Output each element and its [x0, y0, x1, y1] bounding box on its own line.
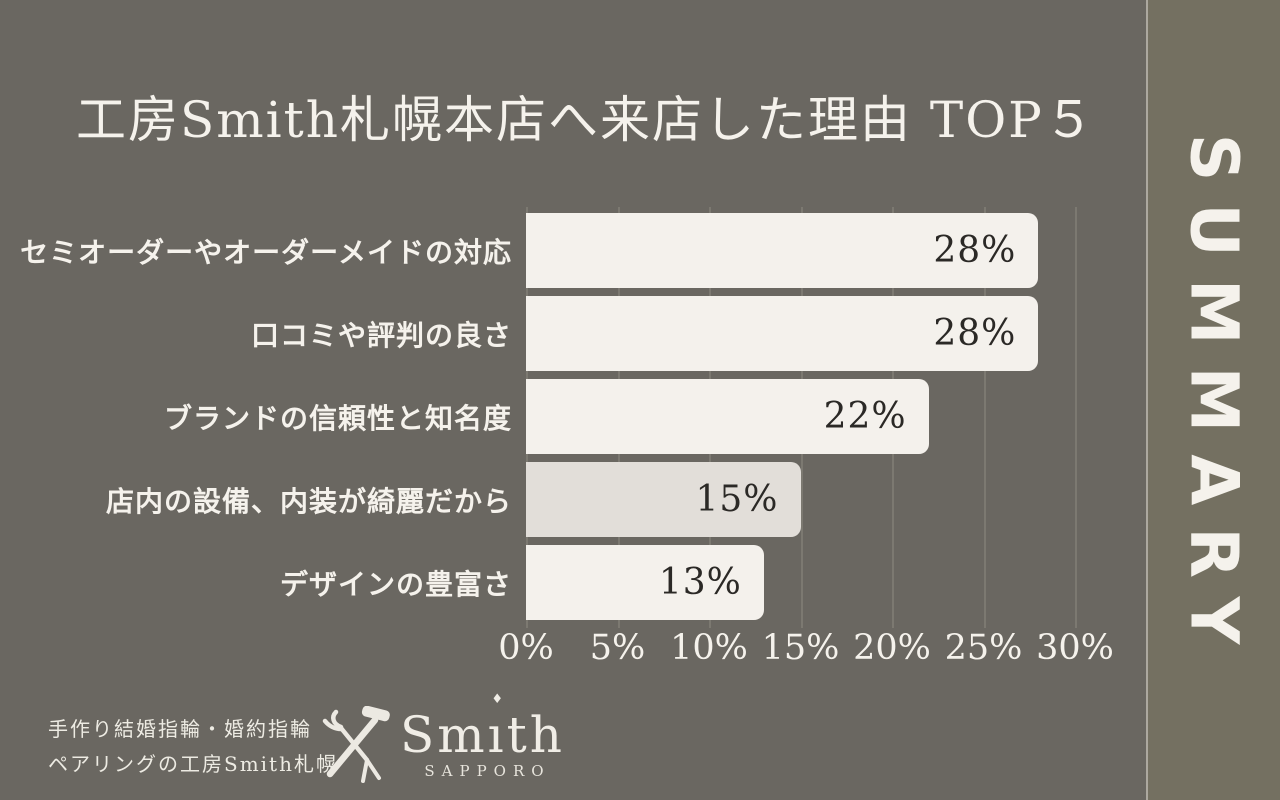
category-label: デザインの豊富さ [279, 567, 512, 601]
logo-text: Smı ♦ th SAPPORO [400, 693, 565, 780]
bar-value-label: 15% [695, 479, 779, 520]
bar-row-1: 28% [526, 213, 1039, 288]
plot-area: 28% 28% 22% 15% 13% [526, 207, 1077, 628]
category-label: ブランドの信頼性と知名度 [163, 401, 512, 435]
x-tick-label: 10% [670, 628, 748, 668]
x-tick-label: 25% [944, 628, 1023, 668]
summary-label: SUMMARY [1175, 133, 1253, 667]
footer-tagline: 手作り結婚指輪・婚約指輪 ペアリングの工房Smith札幌 [48, 712, 338, 782]
bar-value-label: 13% [658, 562, 742, 603]
x-tick-label: 0% [498, 628, 554, 668]
bar-row-2: 28% [526, 296, 1039, 371]
bar-row-4: 15% [526, 462, 801, 537]
category-label: セミオーダーやオーダーメイドの対応 [20, 235, 512, 269]
page-title: 工房Smith札幌本店へ来店した理由 TOP５ [76, 91, 1096, 149]
bar-row-5: 13% [526, 545, 764, 620]
bar-value-label: 22% [823, 396, 907, 437]
brand-logo: Smı ♦ th SAPPORO [320, 693, 565, 788]
gridline [983, 207, 986, 628]
summary-sidebar: SUMMARY [1148, 0, 1280, 800]
x-tick-label: 5% [589, 628, 646, 668]
category-label: 口コミや評判の良さ [250, 318, 512, 352]
category-labels: セミオーダーやオーダーメイドの対応口コミや評判の良さブランドの信頼性と知名度店内… [20, 213, 512, 620]
x-tick-label: 15% [761, 628, 840, 668]
tagline-line2: ペアリングの工房Smith札幌 [48, 752, 338, 776]
diamond-icon: ♦ [491, 692, 503, 707]
x-tick-label: 20% [853, 628, 931, 668]
x-axis: 0% 5% 10% 15% 20% 25% 30% [498, 628, 1114, 674]
bar-value-label: 28% [933, 313, 1017, 354]
bar-row-3: 22% [526, 379, 929, 454]
sidebar-divider [1146, 0, 1148, 800]
crossed-tools-icon [322, 706, 390, 783]
logo-subtext: SAPPORO [424, 762, 551, 780]
gridline [1075, 207, 1077, 628]
tagline-line1: 手作り結婚指輪・婚約指輪 [48, 717, 312, 741]
bar-value-label: 28% [933, 230, 1017, 271]
x-tick-label: 30% [1036, 628, 1114, 668]
logo-name-part: Sm [400, 706, 488, 764]
category-label: 店内の設備、内装が綺麗だから [105, 484, 512, 518]
logo-name: Smı ♦ th [400, 693, 565, 764]
logo-name-part: th [506, 706, 565, 764]
logo-name-part: ı [487, 706, 507, 764]
